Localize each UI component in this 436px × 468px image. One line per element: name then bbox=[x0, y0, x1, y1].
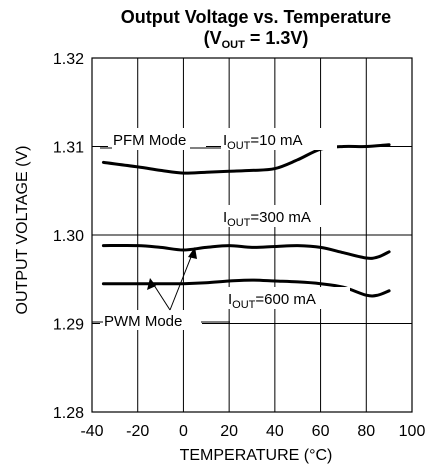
pwm-arrow-600-line bbox=[151, 281, 171, 311]
series-line-1 bbox=[101, 143, 391, 175]
chart-subtitle-suffix: = 1.3V) bbox=[245, 28, 309, 48]
chart-subtitle: (VOUT = 1.3V) bbox=[204, 28, 309, 51]
iout300-label-bg bbox=[221, 205, 345, 227]
pwm-mode-label: PWM Mode bbox=[104, 313, 182, 330]
iout-10ma-suffix: =10 mA bbox=[250, 132, 302, 149]
pwm-label-bg bbox=[100, 310, 202, 330]
x-tick-label: 0 bbox=[179, 423, 188, 440]
chart-subtitle-subscript: OUT bbox=[222, 39, 246, 51]
pwm-arrow-300-head bbox=[188, 247, 197, 259]
series-group bbox=[101, 143, 391, 298]
tick-labels: -40 -20 0 20 40 60 80 100 1.28 1.29 1.30 1.31 1.32 bbox=[53, 51, 426, 440]
iout-300ma-suffix: =300 mA bbox=[250, 209, 310, 226]
pwm-arrow-300-line bbox=[169, 251, 194, 311]
y-tick-label: 1.30 bbox=[53, 228, 84, 245]
iout-10ma-label: IOUT=10 mA bbox=[223, 132, 303, 152]
iout-600ma-prefix: I bbox=[228, 291, 232, 308]
iout600-label-bg bbox=[226, 287, 350, 309]
chart-subtitle-prefix: (V bbox=[204, 28, 222, 48]
y-axis-label: OUTPUT VOLTAGE (V) bbox=[14, 146, 31, 315]
iout-300ma-label: IOUT=300 mA bbox=[223, 209, 311, 229]
annotations: PFM Mode IOUT=10 mA IOUT=300 mA IOUT=600… bbox=[92, 128, 350, 330]
x-tick-label: 80 bbox=[357, 423, 375, 440]
iout-600ma-sub: OUT bbox=[232, 299, 256, 311]
x-tick-label: -40 bbox=[80, 423, 103, 440]
x-axis-label: TEMPERATURE (°C) bbox=[180, 447, 333, 464]
pfm-label-bg bbox=[108, 128, 206, 150]
y-tick-label: 1.32 bbox=[53, 51, 84, 68]
iout10-label-bg bbox=[221, 128, 337, 150]
iout-10ma-sub: OUT bbox=[227, 140, 251, 152]
iout-10ma-prefix: I bbox=[223, 132, 227, 149]
iout-600ma-label: IOUT=600 mA bbox=[228, 291, 316, 311]
series-line-2 bbox=[101, 243, 391, 260]
pfm-mode-label: PFM Mode bbox=[113, 132, 186, 149]
x-tick-label: 60 bbox=[312, 423, 330, 440]
y-tick-label: 1.29 bbox=[53, 317, 84, 334]
x-tick-label: 40 bbox=[266, 423, 284, 440]
x-tick-label: 20 bbox=[220, 423, 238, 440]
y-tick-label: 1.28 bbox=[53, 405, 84, 422]
series-line-3 bbox=[101, 278, 391, 298]
x-tick-label: -20 bbox=[126, 423, 149, 440]
grid bbox=[91, 57, 413, 413]
y-tick-label: 1.31 bbox=[53, 140, 84, 157]
chart-title: Output Voltage vs. Temperature bbox=[121, 7, 391, 27]
iout-300ma-prefix: I bbox=[223, 209, 227, 226]
iout-300ma-sub: OUT bbox=[227, 217, 251, 229]
plot-frame bbox=[91, 57, 413, 413]
pwm-arrow-600-head bbox=[147, 278, 156, 290]
x-tick-label: 100 bbox=[399, 423, 426, 440]
iout-600ma-suffix: =600 mA bbox=[255, 291, 315, 308]
